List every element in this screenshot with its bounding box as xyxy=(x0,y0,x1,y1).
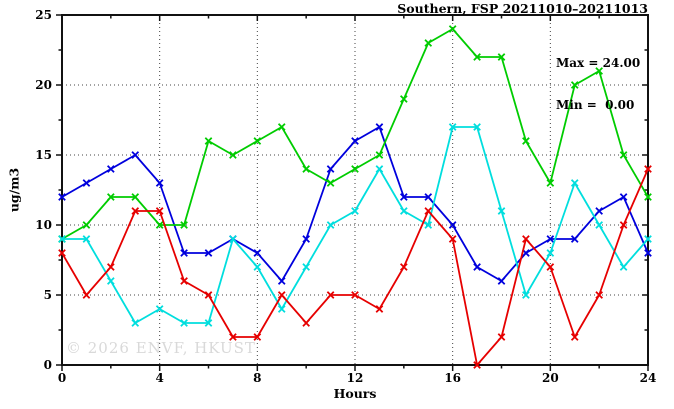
y-axis-label: ug/m3 xyxy=(6,167,22,213)
red-series-markers xyxy=(58,165,652,369)
y-tick-label: 5 xyxy=(44,288,52,302)
x-axis-label: Hours xyxy=(333,386,377,401)
x-tick-label: 12 xyxy=(347,371,364,385)
y-tick-label: 25 xyxy=(35,8,52,22)
blue-series-markers xyxy=(58,123,652,285)
plot-frame xyxy=(61,14,649,366)
x-tick-label: 8 xyxy=(253,371,261,385)
y-tick-label: 0 xyxy=(44,358,52,372)
cyan-series-markers xyxy=(58,123,652,327)
y-tick-label: 15 xyxy=(35,148,52,162)
min-value-label: Min = 0.00 xyxy=(556,98,635,112)
y-tick-label: 10 xyxy=(35,218,52,232)
x-tick-label: 4 xyxy=(155,371,163,385)
x-tick-label: 20 xyxy=(542,371,559,385)
y-tick-label: 20 xyxy=(35,78,52,92)
minmax-legend: Max = 24.00 Min = 0.00 xyxy=(556,28,640,140)
x-tick-label: 0 xyxy=(58,371,66,385)
watermark: © 2026 ENVF, HKUST xyxy=(66,339,256,357)
max-value-label: Max = 24.00 xyxy=(556,56,641,70)
x-tick-label: 16 xyxy=(444,371,461,385)
x-tick-label: 24 xyxy=(640,371,657,385)
chart-title: Southern, FSP 20211010–20211013 xyxy=(397,1,648,16)
